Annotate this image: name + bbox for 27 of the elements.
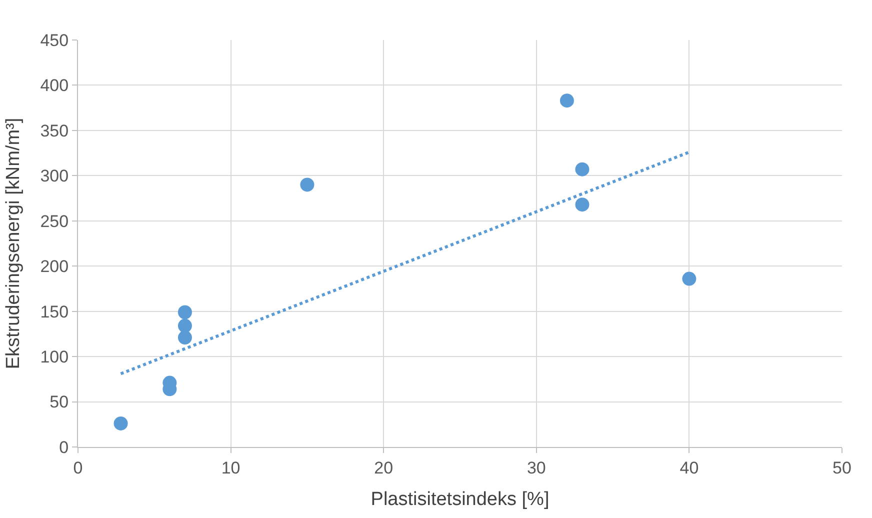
- point: [575, 162, 590, 176]
- y-tick-label: 350: [40, 121, 69, 140]
- y-axis-title: Ekstruderingsenergi [kNm/m³]: [3, 118, 24, 370]
- point: [575, 198, 590, 212]
- y-tick-label: 400: [40, 76, 69, 96]
- y-tick-label: 250: [40, 212, 69, 231]
- point: [300, 178, 314, 192]
- point: [178, 305, 192, 320]
- point: [178, 330, 192, 345]
- x-tick-label: 30: [526, 458, 546, 478]
- x-tick-label: 20: [374, 458, 394, 478]
- point: [178, 318, 192, 333]
- x-tick-label: 0: [73, 458, 83, 478]
- x-tick-label: 10: [221, 458, 240, 478]
- y-tick-label: 0: [59, 438, 69, 457]
- x-tick-label: 40: [680, 458, 699, 478]
- y-tick-label: 50: [50, 392, 69, 412]
- point: [560, 94, 574, 108]
- y-tick-label: 100: [40, 348, 69, 367]
- point: [114, 416, 128, 430]
- x-tick-label: 50: [832, 458, 852, 478]
- x-axis-title: Plastisitetsindeks [%]: [370, 489, 550, 510]
- point: [682, 272, 696, 286]
- y-tick-label: 150: [40, 302, 69, 322]
- y-tick-label: 300: [40, 166, 69, 186]
- y-tick-label: 450: [40, 30, 69, 50]
- y-tick-label: 200: [40, 257, 69, 276]
